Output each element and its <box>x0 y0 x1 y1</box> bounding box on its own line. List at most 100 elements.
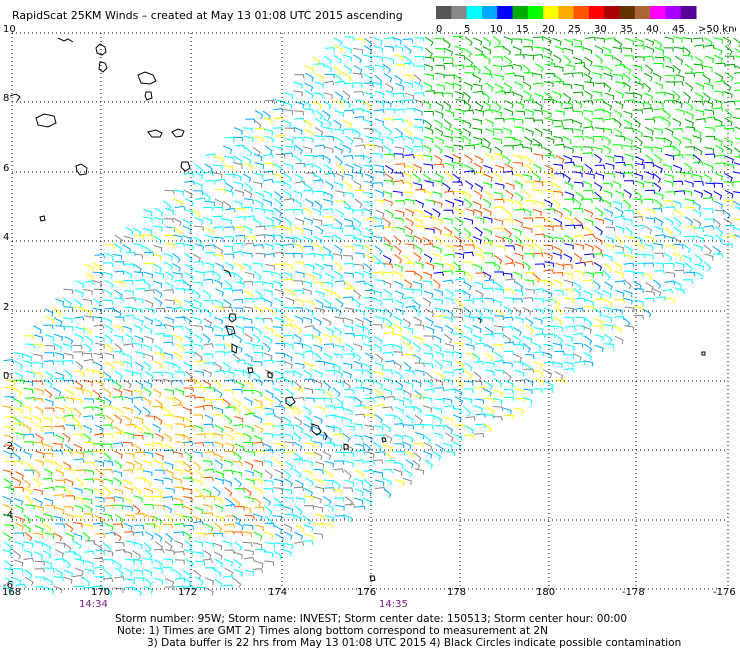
wind-barb <box>175 316 186 322</box>
wind-barb <box>612 180 622 189</box>
wind-barb <box>143 262 155 268</box>
wind-barb <box>154 433 164 442</box>
wind-barb <box>94 450 105 456</box>
wind-barb <box>485 406 495 415</box>
wind-barb <box>33 532 43 539</box>
wind-barb <box>132 371 142 378</box>
wind-barb <box>43 443 53 452</box>
wind-barb <box>214 351 226 356</box>
wind-barb <box>275 352 286 358</box>
wind-barb <box>84 550 95 556</box>
wind-barb <box>334 155 343 166</box>
wind-barb <box>314 200 323 211</box>
wind-barb <box>282 190 292 199</box>
wind-barb <box>113 488 123 496</box>
wind-barb <box>23 335 34 341</box>
wind-barb <box>262 110 271 121</box>
wind-barb <box>664 99 675 105</box>
wind-barb <box>592 280 601 290</box>
wind-barb <box>242 206 253 212</box>
wind-barb <box>53 576 64 582</box>
wind-barb <box>254 162 265 169</box>
wind-barb <box>344 396 355 402</box>
wind-barb <box>142 470 153 477</box>
wind-barb <box>72 540 82 550</box>
wind-barb <box>502 46 511 56</box>
wind-barb <box>564 234 574 244</box>
wind-barb <box>42 477 54 483</box>
wind-barb <box>243 389 254 395</box>
wind-barb <box>13 568 24 573</box>
wind-barb <box>682 46 691 56</box>
wind-barb <box>503 82 513 92</box>
wind-barb <box>192 209 201 219</box>
wind-barb <box>615 225 625 233</box>
wind-barb <box>324 405 336 410</box>
wind-barb <box>263 479 274 486</box>
wind-barb <box>393 245 402 255</box>
wind-barb <box>133 263 142 273</box>
wind-barb <box>295 524 305 533</box>
wind-barb <box>493 218 504 226</box>
wind-barb <box>354 189 365 195</box>
wind-barb <box>353 360 363 369</box>
wind-barb <box>135 279 146 284</box>
wind-barb <box>83 343 92 353</box>
wind-barb <box>234 226 246 232</box>
wind-barb <box>412 379 422 388</box>
wind-barb <box>172 253 181 263</box>
wind-barb <box>592 271 604 277</box>
wind-barb <box>533 46 544 53</box>
wind-barb <box>452 35 463 41</box>
wind-barb <box>382 406 393 411</box>
wind-barb <box>463 388 474 394</box>
wind-barb <box>684 118 694 127</box>
wind-barb <box>514 218 524 228</box>
wind-barb <box>154 344 163 354</box>
wind-barb <box>583 343 593 353</box>
wind-barb <box>723 199 734 205</box>
wind-barb <box>183 362 193 371</box>
wind-barb <box>162 378 173 386</box>
wind-barb <box>374 164 385 171</box>
wind-barb <box>264 243 274 251</box>
wind-barb <box>465 208 475 216</box>
wind-barb <box>353 434 363 441</box>
wind-barb <box>604 92 615 100</box>
wind-barb <box>254 560 264 568</box>
wind-barb <box>284 208 296 214</box>
wind-barb <box>33 343 44 349</box>
wind-barb <box>504 163 514 173</box>
wind-barb <box>283 198 295 203</box>
wind-barb <box>494 198 505 204</box>
wind-barb <box>465 416 476 421</box>
wind-barb <box>213 388 223 398</box>
wind-barb <box>94 370 104 378</box>
wind-barb <box>285 146 296 151</box>
wind-barb <box>713 47 723 55</box>
wind-barb <box>192 306 202 314</box>
wind-barb <box>404 234 415 242</box>
wind-barb <box>364 352 374 361</box>
wind-barb <box>563 101 573 109</box>
wind-barb <box>632 64 643 72</box>
wind-barb <box>573 91 584 97</box>
wind-barb <box>532 189 543 195</box>
wind-barb <box>252 263 263 269</box>
wind-barb <box>513 271 523 280</box>
wind-barb <box>43 378 53 389</box>
wind-barb <box>674 190 686 195</box>
wind-barb <box>14 371 23 381</box>
wind-barb <box>464 36 473 47</box>
wind-barb <box>553 54 562 64</box>
wind-barb <box>95 335 105 343</box>
wind-barb <box>593 153 603 164</box>
wind-barb <box>304 65 314 74</box>
wind-barb <box>454 252 465 259</box>
wind-barb <box>235 281 245 288</box>
wind-barb <box>415 369 425 376</box>
wind-barb <box>444 81 455 89</box>
wind-barb <box>243 252 253 258</box>
wind-barb <box>662 288 674 294</box>
wind-barb <box>493 153 504 160</box>
